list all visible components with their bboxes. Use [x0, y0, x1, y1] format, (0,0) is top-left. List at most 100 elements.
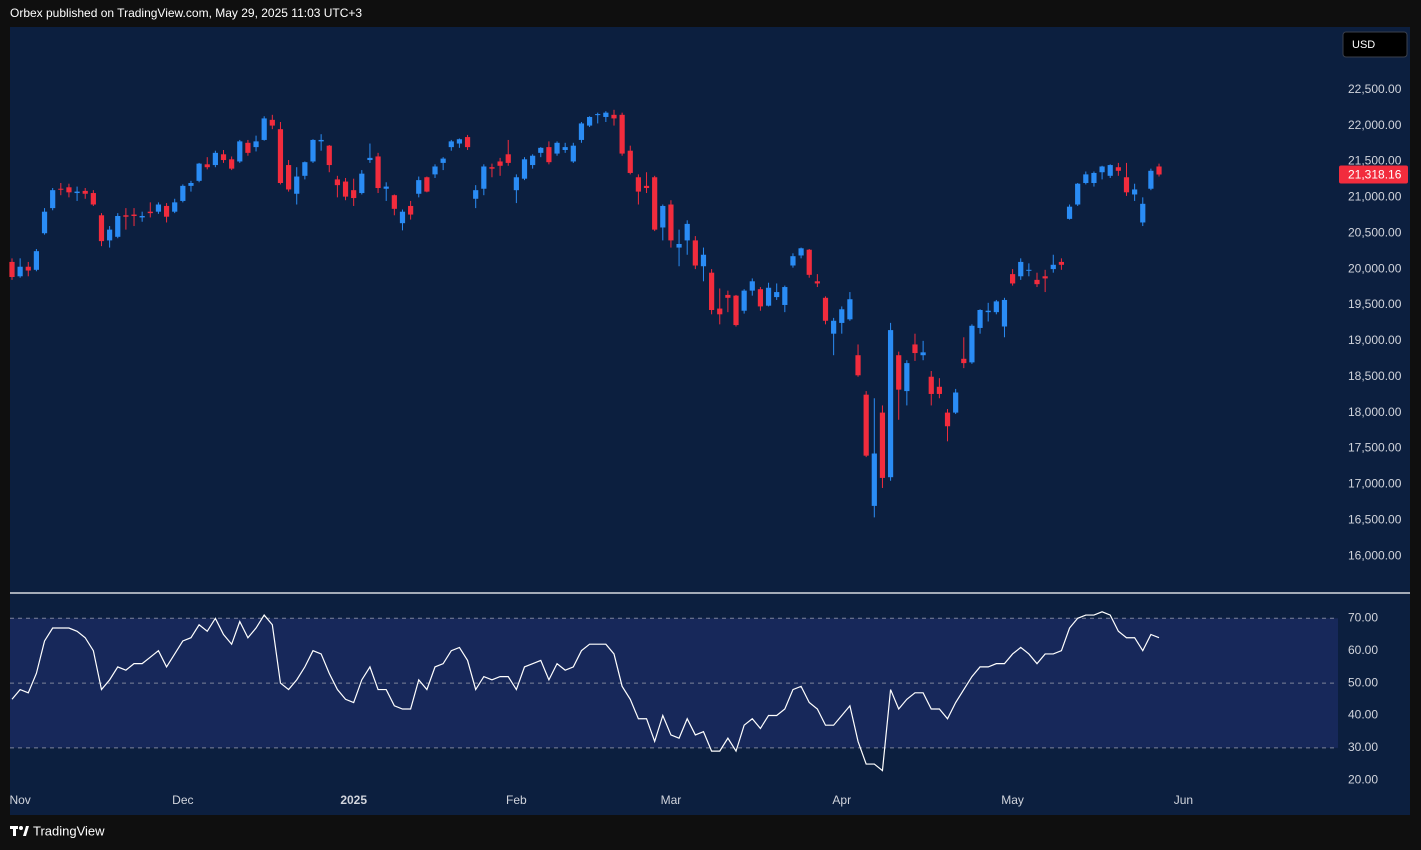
- candle-body: [481, 166, 487, 189]
- candle-body: [977, 310, 983, 328]
- candle-body: [725, 294, 731, 298]
- candle-body: [1050, 264, 1056, 270]
- candle-body: [464, 137, 471, 148]
- y-tick-label: 20,500.00: [1348, 225, 1402, 239]
- candle-body: [58, 188, 64, 190]
- tradingview-logo: [10, 826, 29, 836]
- candle-body: [367, 157, 373, 161]
- candle-body: [961, 358, 967, 364]
- x-tick-label: Mar: [661, 793, 682, 807]
- y-tick-label: 20,000.00: [1348, 261, 1402, 275]
- candle-body: [1066, 206, 1073, 219]
- candle-body: [1010, 274, 1016, 284]
- candle-body: [123, 215, 129, 217]
- candle-body: [570, 145, 576, 162]
- candle-body: [351, 190, 357, 199]
- candle-body: [530, 155, 536, 166]
- candle-body: [1058, 261, 1065, 265]
- candle-body: [806, 249, 812, 275]
- candle-body: [277, 129, 284, 183]
- x-tick-label: Nov: [9, 793, 30, 807]
- y-tick-label: 16,500.00: [1348, 512, 1402, 526]
- candle-body: [1156, 166, 1162, 175]
- candle-body: [33, 251, 40, 270]
- candle-body: [717, 308, 723, 315]
- candle-body: [969, 325, 975, 363]
- y-tick-label: 16,000.00: [1348, 548, 1402, 562]
- candle-body: [90, 193, 96, 205]
- candle-body: [180, 185, 186, 201]
- candle-body: [1132, 189, 1138, 195]
- candle-body: [98, 215, 105, 242]
- candle-body: [383, 186, 389, 189]
- last-price-box: [1339, 165, 1408, 184]
- candle-body: [220, 154, 227, 161]
- candle-body: [1018, 261, 1024, 277]
- candle-body: [538, 147, 544, 153]
- candle-body: [684, 223, 690, 241]
- candle-body: [660, 205, 666, 228]
- candle-body: [798, 248, 804, 256]
- candle-body: [456, 139, 463, 144]
- candle-body: [1001, 299, 1008, 327]
- candle-body: [269, 119, 275, 126]
- candle-body: [416, 180, 422, 194]
- candle-body: [448, 141, 454, 148]
- candle-body: [1140, 203, 1146, 223]
- candle-body: [863, 394, 869, 456]
- candle-body: [1083, 174, 1089, 183]
- candle-body: [188, 182, 194, 186]
- candle-body: [302, 162, 308, 176]
- candle-body: [204, 164, 210, 168]
- candle-body: [139, 216, 145, 218]
- candle-body: [473, 190, 479, 199]
- candle-body: [985, 310, 991, 313]
- currency-button[interactable]: [1342, 31, 1408, 58]
- candle-body: [619, 114, 625, 154]
- candle-body: [635, 177, 641, 192]
- candle-body: [1107, 165, 1113, 176]
- currency-label[interactable]: USD: [1352, 39, 1375, 51]
- candle-body: [1042, 276, 1048, 279]
- y-tick-label: 17,500.00: [1348, 441, 1402, 455]
- candle-body: [375, 156, 381, 189]
- y-tick-label: 22,500.00: [1348, 82, 1402, 96]
- candle-body: [294, 176, 300, 194]
- candle-body: [147, 211, 153, 214]
- y-tick-label: 21,500.00: [1348, 154, 1402, 168]
- candle-body: [611, 114, 617, 119]
- candle-body: [643, 185, 650, 189]
- candle-body: [131, 214, 137, 216]
- candle-body: [9, 261, 15, 277]
- candle-body: [814, 281, 820, 284]
- x-tick-label: 2025: [340, 793, 367, 807]
- candle-body: [554, 142, 560, 154]
- candle-body: [822, 297, 829, 321]
- candle-body: [1026, 269, 1032, 271]
- candle-body: [847, 299, 853, 320]
- candle-body: [627, 150, 633, 173]
- candle-body: [408, 205, 414, 215]
- candle-body: [115, 216, 121, 237]
- footer-brand[interactable]: TradingView: [33, 823, 105, 838]
- candle-body: [578, 123, 585, 140]
- candle-body: [440, 158, 446, 163]
- candle-body: [521, 159, 528, 179]
- y-tick-label: 50.00: [1348, 675, 1378, 689]
- candle-body: [1034, 279, 1040, 285]
- candle-body: [391, 195, 397, 209]
- candle-body: [163, 205, 170, 217]
- candle-body: [928, 376, 934, 394]
- publish-header: Orbex published on TradingView.com, May …: [10, 6, 362, 20]
- candle-body: [692, 240, 698, 266]
- candle-body: [603, 112, 609, 117]
- candle-body: [839, 309, 845, 323]
- candle-body: [310, 139, 316, 162]
- y-tick-label: 18,000.00: [1348, 405, 1402, 419]
- candle-body: [334, 179, 340, 186]
- candle-body: [1075, 183, 1081, 205]
- x-tick-label: Dec: [172, 793, 193, 807]
- candle-body: [920, 352, 926, 356]
- candle-body: [489, 167, 495, 169]
